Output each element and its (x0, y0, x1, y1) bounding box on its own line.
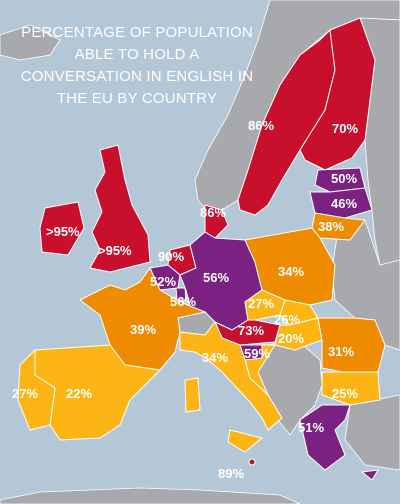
label-denmark: 86% (200, 205, 226, 220)
label-netherlands: 90% (158, 249, 184, 264)
label-estonia: 50% (331, 171, 357, 186)
country-malta (248, 458, 256, 466)
label-austria: 73% (238, 323, 264, 338)
country-slovakia (279, 299, 319, 326)
country-cyprus (360, 469, 379, 481)
country-italy (179, 321, 283, 431)
country-uk (89, 144, 151, 273)
label-lithuania: 38% (318, 219, 344, 234)
country-sicily (227, 429, 264, 453)
country-sardinia (184, 377, 201, 413)
label-hungary: 20% (278, 331, 304, 346)
iceland-region (0, 24, 61, 61)
label-poland: 34% (278, 264, 304, 279)
label-romania: 31% (328, 344, 354, 359)
country-portugal (17, 348, 56, 431)
label-belgium: 52% (150, 274, 176, 289)
label-luxembourg: 56% (170, 294, 196, 309)
country-bulgaria (321, 371, 381, 406)
label-bulgaria: 25% (332, 386, 358, 401)
country-finland (299, 17, 376, 171)
label-ireland: >95% (46, 224, 80, 239)
label-slovakia: 26% (274, 312, 300, 327)
label-france: 39% (130, 322, 156, 337)
country-denmark (204, 204, 229, 239)
label-latvia: 46% (331, 196, 357, 211)
country-luxembourg (175, 287, 187, 301)
turkey-region (344, 394, 400, 471)
label-germany: 56% (203, 270, 229, 285)
country-labels: 86% 70% 50% 46% 38% 86% >95% >95% 90% 52… (12, 118, 358, 481)
label-slovenia: 59% (244, 346, 270, 361)
eu-countries (17, 17, 386, 481)
label-malta: 89% (218, 466, 244, 481)
label-portugal: 27% (12, 386, 38, 401)
country-ireland (39, 201, 85, 256)
label-czech: 27% (248, 296, 274, 311)
label-italy: 34% (202, 350, 228, 365)
country-greece (299, 404, 351, 471)
label-spain: 22% (66, 386, 92, 401)
label-norway: 86% (248, 118, 274, 133)
label-uk: >95% (98, 243, 132, 258)
label-greece: 51% (298, 420, 324, 435)
label-finland: 70% (332, 121, 358, 136)
country-poland (244, 227, 336, 306)
north-africa-region (0, 487, 301, 504)
map-title: PERCENTAGE OF POPULATION ABLE TO HOLD A … (20, 24, 254, 107)
